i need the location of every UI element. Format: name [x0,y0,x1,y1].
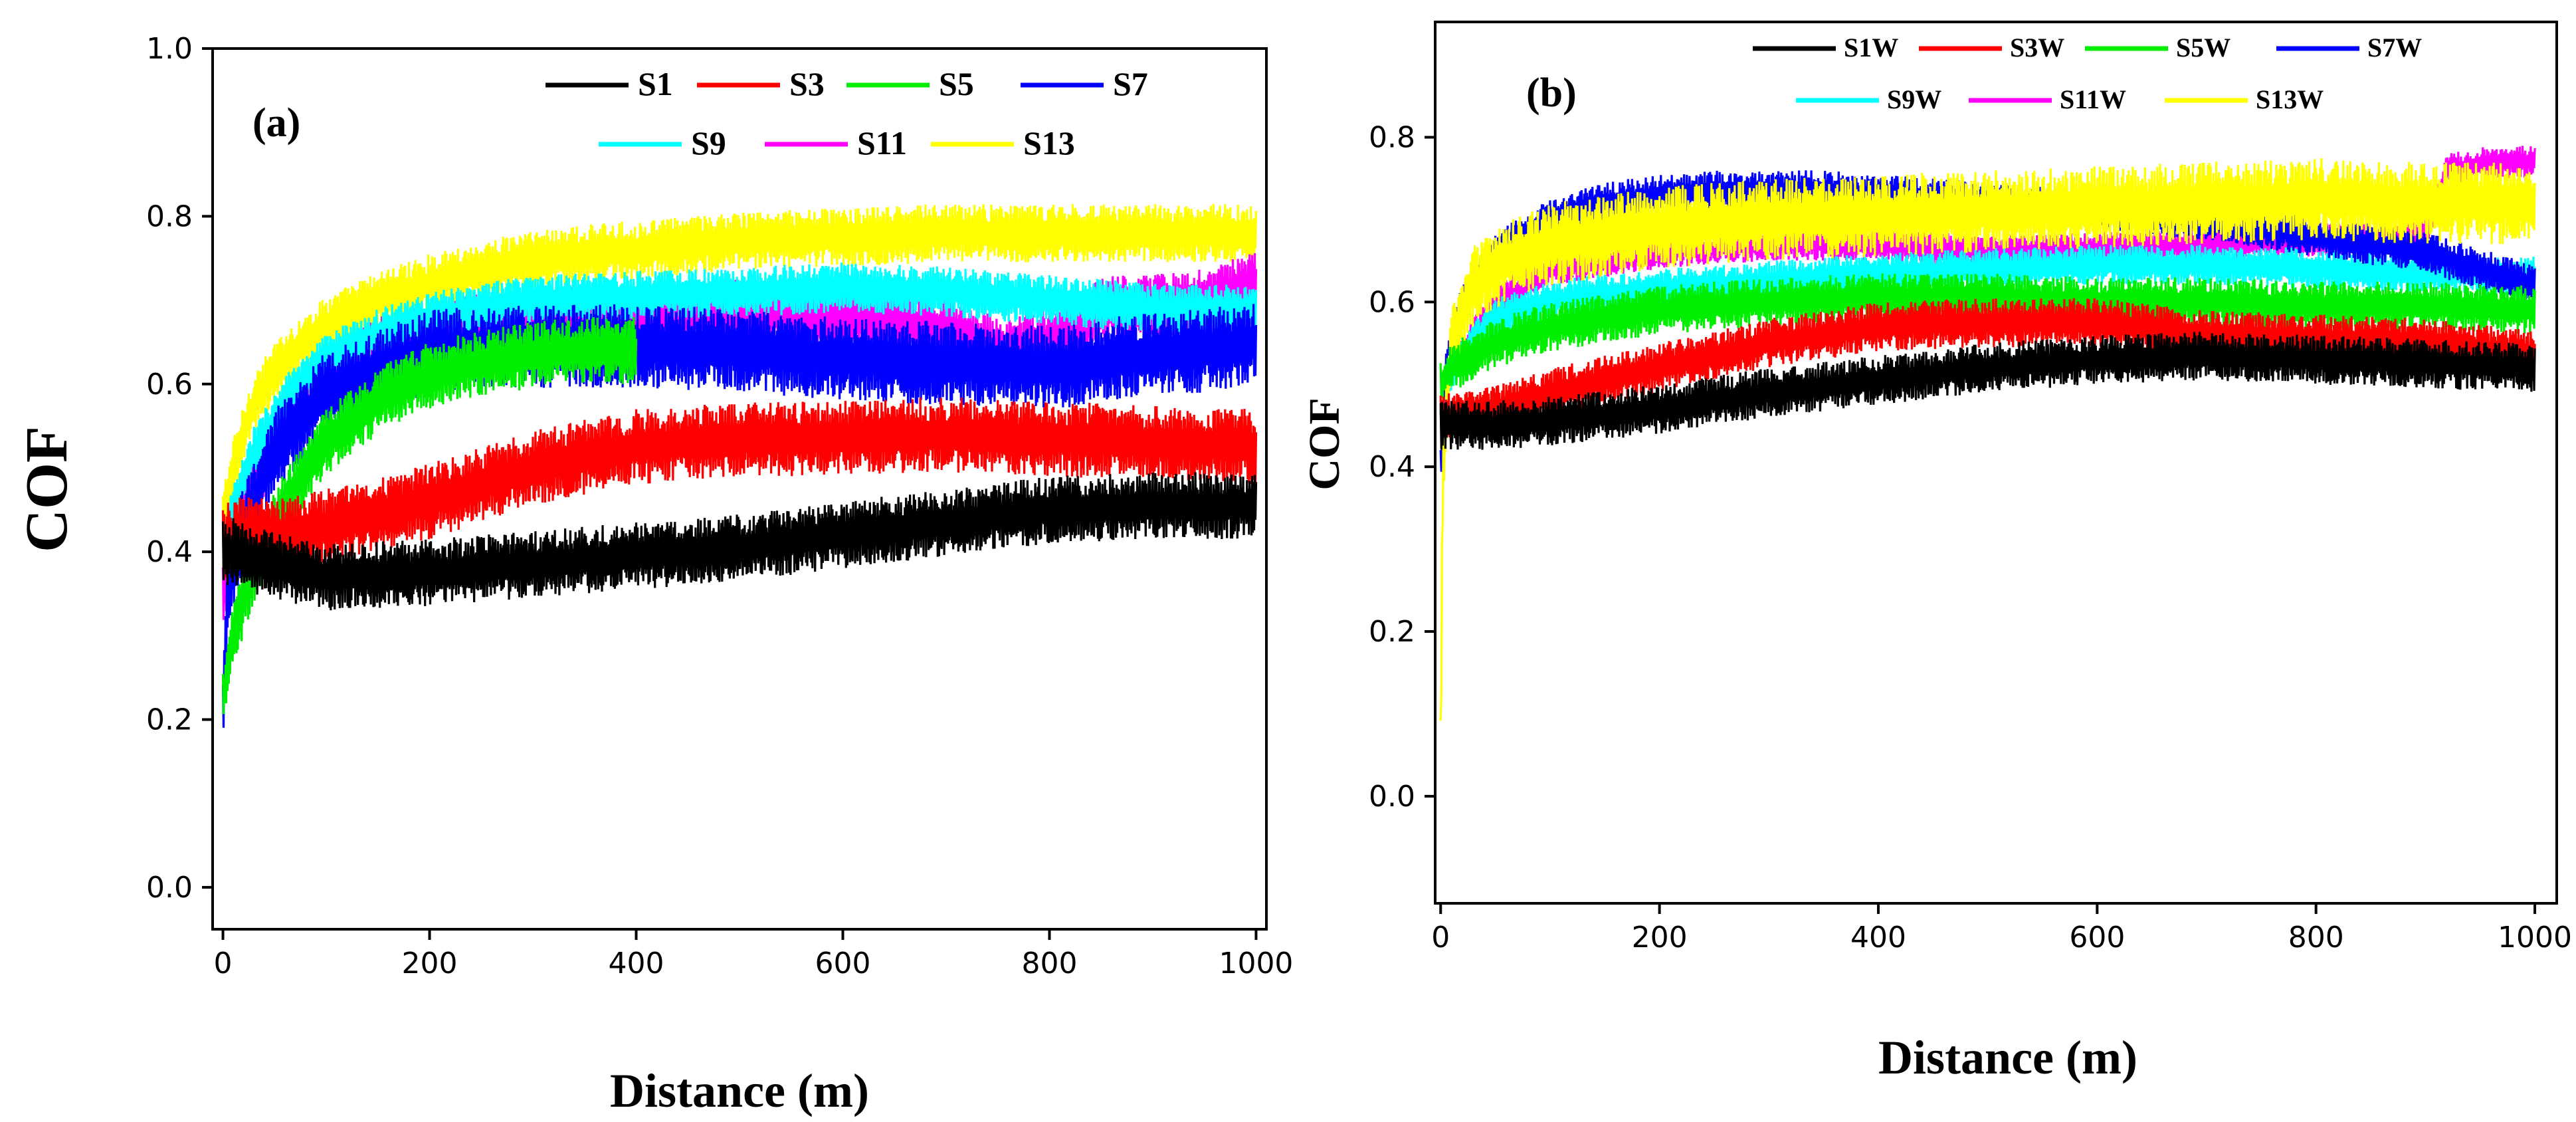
y-tick-label: 0.0 [146,871,193,905]
y-tick-label: 0.4 [1369,450,1415,484]
legend-label-s5: S5 [939,65,974,102]
legend-label-s7: S7 [1113,65,1148,102]
y-tick-label: 0.2 [1369,615,1415,649]
x-tick-label: 600 [2069,921,2125,954]
y-tick-label: 0.2 [146,703,193,737]
ticks-b: 0 200 400 600 800 1000 0.0 0.2 0.4 0.6 0.8 [1369,120,2572,954]
y-axis-title-b: COF [1300,397,1349,490]
x-tick-label: 400 [609,947,664,980]
y-tick-label: 0.6 [1369,285,1415,319]
legend-b: S1W S3W S5W S7W S9W S11W S13W [1753,33,2422,114]
plot-frame-a [211,47,1268,931]
x-tick-label: 800 [1021,947,1077,980]
y-tick-label: 0.8 [146,199,193,233]
x-tick-label: 1000 [1219,947,1293,980]
x-tick-label: 200 [1632,921,1688,954]
legend-label-s1: S1 [638,65,673,102]
x-tick-label: 400 [1850,921,1906,954]
y-tick-label: 1.0 [146,32,193,66]
legend-label-s9w: S9W [1887,84,1941,114]
y-tick-label: 0.0 [1369,780,1415,814]
legend-label-s7w: S7W [2367,33,2422,62]
legend-label-s3w: S3W [2010,33,2064,62]
ticks-a: 0 200 400 600 800 1000 0.0 0.2 0.4 0.6 0.8 1.0 [146,32,1293,980]
series-line-s5 [221,317,638,715]
plot-area-a [221,203,1258,728]
x-axis-title-a: Distance (m) [610,1064,869,1117]
series-group-b [1439,146,2536,721]
legend-label-s9: S9 [691,124,726,162]
series-line-s5w [1439,273,2536,399]
x-axis-title-b: Distance (m) [1878,1031,2137,1084]
legend-label-s5w: S5W [2176,33,2230,62]
x-tick-label: 0 [1431,921,1450,954]
plot-frame-b [1434,21,2558,905]
y-tick-label: 0.4 [146,535,193,569]
legend-label-s1w: S1W [1844,33,1898,62]
x-tick-label: 1000 [2498,921,2572,954]
legend-label-s13: S13 [1023,124,1075,162]
x-tick-label: 800 [2288,921,2344,954]
series-line-s13w [1439,158,2536,721]
legend-label-s11: S11 [857,124,907,162]
series-group-a [221,203,1258,728]
series-line-s3 [221,397,1258,580]
x-tick-label: 200 [402,947,458,980]
chart-panel-b: 0 200 400 600 800 1000 0.0 0.2 0.4 0.6 0.8 (b) Dis… [1300,21,2572,1084]
x-tick-label: 600 [815,947,870,980]
y-tick-label: 0.8 [1369,120,1415,154]
legend-label-s3: S3 [789,65,825,102]
series-line-s13 [221,203,1258,544]
series-line-s1w [1439,332,2536,450]
legend-a: S1 S3 S5 S7 S9 S11 S13 [545,65,1148,162]
panel-label-b: (b) [1526,70,1577,116]
x-tick-label: 0 [214,947,233,980]
legend-label-s13w: S13W [2256,84,2324,114]
y-tick-label: 0.6 [146,368,193,401]
legend-label-s11w: S11W [2060,84,2126,114]
series-line-s1 [221,472,1258,611]
panel-label-a: (a) [252,100,300,146]
y-axis-title-a: COF [14,426,80,552]
